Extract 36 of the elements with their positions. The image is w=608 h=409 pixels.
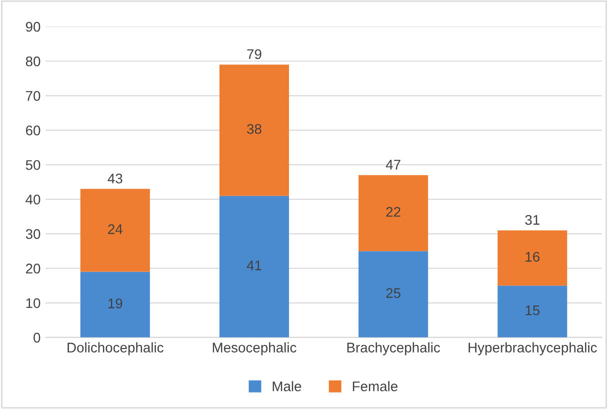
bar — [358, 251, 428, 338]
data-label: 22 — [386, 206, 400, 217]
data-label: 38 — [247, 124, 262, 134]
data-label: 15 — [526, 306, 540, 316]
y-tick-label: 70 — [26, 90, 40, 101]
data-label: 41 — [246, 260, 262, 270]
y-tick-label: 50 — [26, 160, 40, 170]
data-label: 19 — [108, 298, 122, 308]
bar — [80, 272, 150, 338]
bar — [219, 64, 289, 196]
total-label: 43 — [108, 174, 122, 184]
total-label: 47 — [386, 160, 400, 170]
x-tick-label: Dolichocephalic — [68, 342, 164, 356]
bar — [498, 230, 568, 286]
y-tick-label: 10 — [26, 298, 40, 308]
total-label: 79 — [247, 49, 262, 60]
x-tick-label: Brachycephalic — [347, 342, 440, 356]
bar — [80, 188, 150, 272]
y-tick-label: 80 — [26, 56, 40, 66]
total-label: 31 — [525, 215, 540, 225]
y-tick-label: 40 — [26, 194, 40, 204]
bar — [358, 175, 428, 252]
data-label: 25 — [386, 288, 400, 298]
data-label: 24 — [108, 224, 122, 234]
bar — [498, 286, 568, 338]
y-tick-label: 30 — [26, 229, 40, 239]
data-label: 16 — [526, 252, 540, 262]
legend-label: Female — [352, 381, 398, 392]
y-tick-label: 0 — [34, 332, 40, 343]
y-tick-label: 20 — [26, 264, 40, 274]
y-tick-label: 90 — [26, 22, 40, 32]
bar — [219, 196, 289, 338]
y-tick-label: 60 — [26, 126, 40, 136]
legend-label: Male — [272, 381, 302, 392]
x-tick-label: Mesocephalic — [212, 342, 296, 356]
x-tick-label: Hyperbrachycephalic — [468, 342, 597, 356]
